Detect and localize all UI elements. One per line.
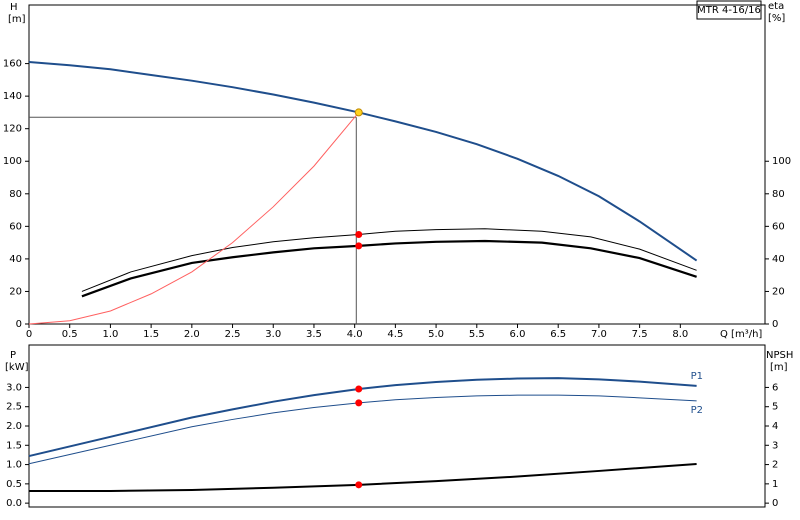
y-tick-label: 100 — [3, 156, 22, 167]
y-tick-label: 2.5 — [6, 402, 22, 413]
series-line — [29, 462, 697, 492]
y2-tick-label: 60 — [772, 221, 785, 232]
series-line — [28, 394, 697, 465]
y-axis-label: P — [10, 350, 16, 361]
chart-title: MTR 4-16/16 — [697, 5, 761, 16]
y-tick-label: 0.5 — [6, 479, 22, 490]
y-tick-label: 2.0 — [6, 421, 22, 432]
x-tick-label: 2.0 — [184, 329, 200, 340]
x-tick-label: 6.5 — [550, 329, 566, 340]
y-axis-unit: [kW] — [5, 362, 29, 373]
x-tick-label: 5.5 — [469, 329, 485, 340]
x-tick-label: 7.5 — [632, 329, 648, 340]
y-tick-label: 1.5 — [6, 440, 22, 451]
y2-tick-label: 100 — [772, 156, 791, 167]
x-tick-label: 1.0 — [102, 329, 118, 340]
point-marker — [355, 230, 363, 238]
y2-tick-label: 1 — [772, 479, 778, 490]
y2-tick-label: 2 — [772, 460, 778, 471]
y2-tick-label: 6 — [772, 382, 778, 393]
y2-tick-label: 40 — [772, 254, 785, 265]
y2-axis-label: NPSH — [766, 350, 793, 361]
series-label: P1 — [691, 371, 703, 382]
series-line — [81, 228, 697, 292]
x-tick-label: 8.0 — [672, 329, 688, 340]
plot-frame — [28, 4, 766, 325]
y-tick-label: 140 — [3, 91, 22, 102]
y-tick-label: 80 — [9, 189, 22, 200]
y-tick-label: 20 — [9, 286, 22, 297]
x-tick-label: 0.5 — [62, 329, 78, 340]
x-tick-label: 4.0 — [347, 329, 363, 340]
y2-tick-label: 5 — [772, 402, 778, 413]
y-axis-label: H — [10, 2, 18, 13]
y-tick-label: 0.0 — [6, 498, 22, 509]
series-label: P2 — [691, 405, 703, 416]
y2-tick-label: 0 — [772, 319, 778, 330]
series-line — [28, 112, 360, 325]
point-marker — [355, 242, 363, 250]
y-tick-label: 40 — [9, 254, 22, 265]
x-tick-label: 3.5 — [306, 329, 322, 340]
y-axis-unit: [m] — [8, 14, 26, 25]
y2-tick-label: 3 — [772, 440, 778, 451]
x-tick-label: 6.0 — [510, 329, 526, 340]
x-tick-label: 2.5 — [225, 329, 241, 340]
y-tick-label: 120 — [3, 124, 22, 135]
y2-axis-unit: [%] — [768, 13, 785, 24]
point-marker — [355, 399, 363, 407]
series-line — [28, 60, 698, 262]
x-tick-label: 3.0 — [265, 329, 281, 340]
series-line — [81, 239, 697, 298]
y-tick-label: 1.0 — [6, 460, 22, 471]
y-tick-label: 0 — [16, 319, 22, 330]
y2-tick-label: 0 — [772, 498, 778, 509]
y2-axis-unit: [m] — [770, 362, 788, 373]
y2-tick-label: 80 — [772, 189, 785, 200]
x-tick-label: 7.0 — [591, 329, 607, 340]
y2-tick-label: 20 — [772, 286, 785, 297]
y2-axis-label: eta — [768, 1, 784, 12]
y2-tick-label: 4 — [772, 421, 778, 432]
y-tick-label: 160 — [3, 59, 22, 70]
series-line — [28, 377, 697, 458]
point-marker — [355, 385, 363, 393]
x-tick-label: 0 — [26, 329, 32, 340]
x-tick-label: 4.5 — [387, 329, 403, 340]
point-marker — [354, 108, 363, 117]
x-tick-label: 1.5 — [143, 329, 159, 340]
point-marker — [355, 481, 363, 489]
y-tick-label: 60 — [9, 221, 22, 232]
x-tick-label: 5.0 — [428, 329, 444, 340]
x-axis-label: Q [m³/h] — [720, 329, 762, 340]
y-tick-label: 3.0 — [6, 382, 22, 393]
